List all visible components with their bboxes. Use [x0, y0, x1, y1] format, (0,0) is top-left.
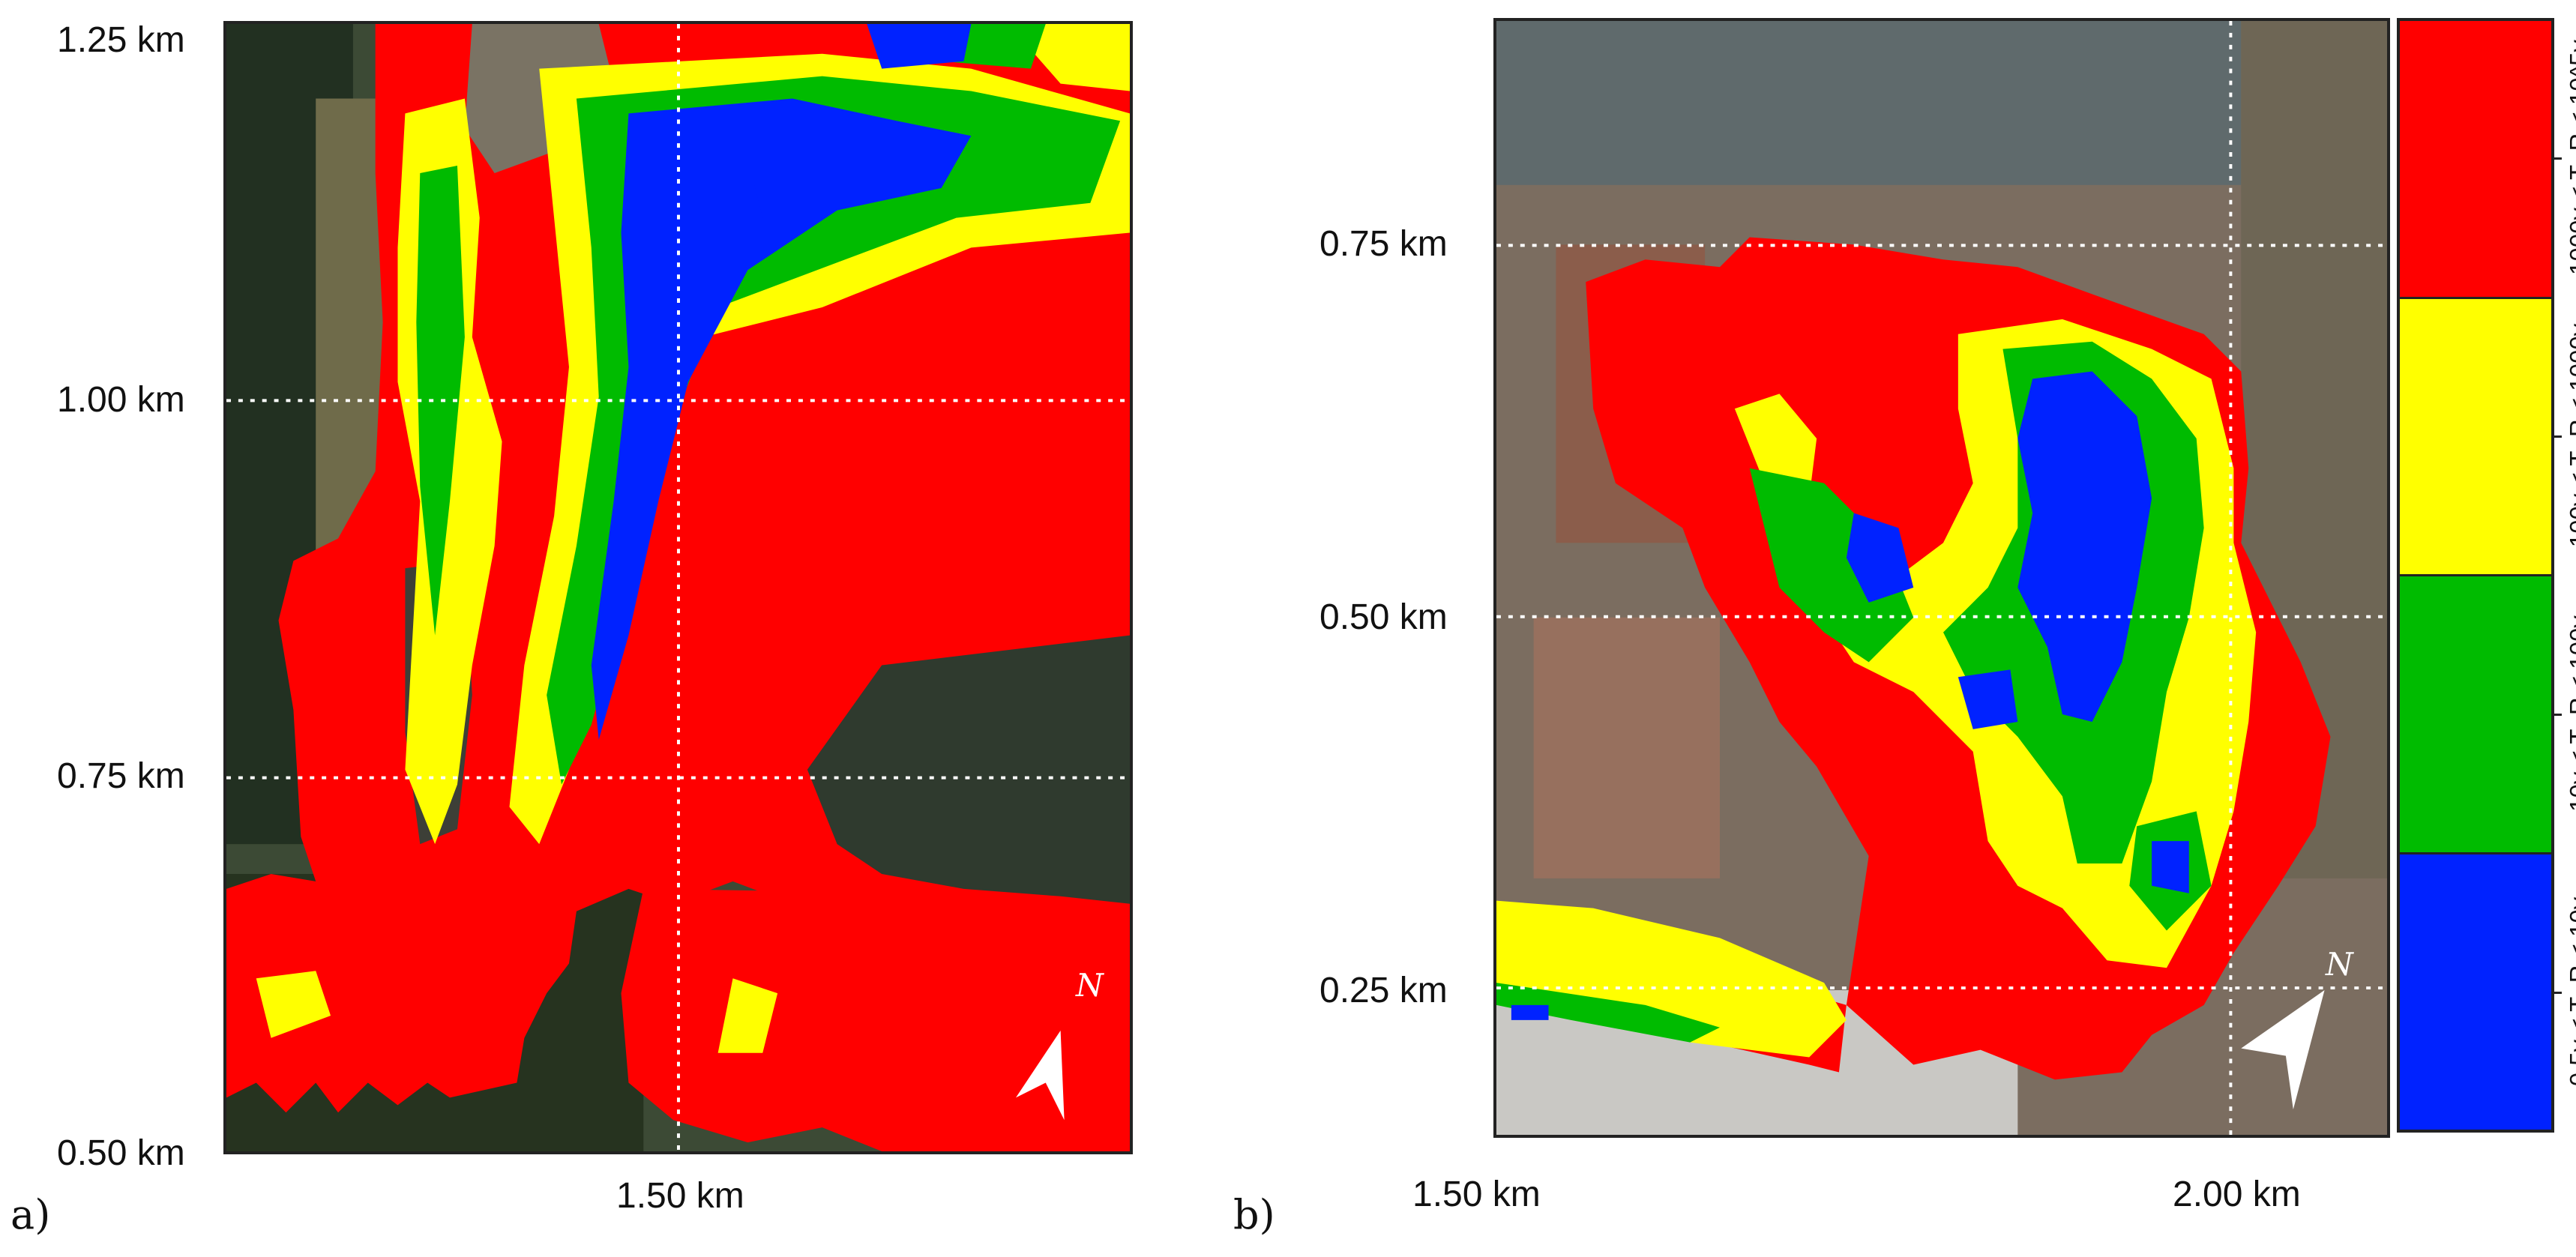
y-tick-label: 0.75 km [1319, 224, 1448, 264]
legend-label: 10y < T_R < 100y [2565, 615, 2576, 812]
hazard-blue-zone [1511, 1004, 1549, 1020]
y-tick-label: 0.50 km [57, 1133, 185, 1173]
map-panel-b [1493, 18, 2390, 1138]
panel-label-a: a) [10, 1191, 51, 1238]
y-tick-label: 0.50 km [1319, 597, 1448, 637]
x-tick-label: 1.50 km [616, 1176, 744, 1216]
hazard-blue-zone [2152, 841, 2189, 893]
map-b-svg [1496, 21, 2387, 1135]
x-tick-label: 1.50 km [1412, 1175, 1541, 1214]
legend-tick [2551, 435, 2562, 438]
harbor-area [1496, 21, 2242, 185]
y-tick-label: 1.00 km [57, 380, 185, 420]
hazard-yellow-zone [1734, 394, 1817, 498]
hazard-blue-zone [591, 98, 972, 740]
y-tick-label: 0.75 km [57, 756, 185, 796]
north-arrow-icon [1016, 1030, 1065, 1121]
panel-label-b: b) [1233, 1191, 1275, 1238]
x-tick-label: 2.00 km [2173, 1175, 2301, 1214]
north-arrow-icon [2241, 990, 2325, 1110]
roof-block [1533, 617, 1720, 878]
legend-label: 100y < T_R < 1000y [2565, 323, 2576, 548]
field-gap [807, 635, 1130, 904]
legend-swatch-yellow [2400, 298, 2551, 576]
hazard-blue-zone [1957, 669, 2018, 729]
hazard-yellow-zone [256, 971, 331, 1038]
map-a-svg [226, 24, 1130, 1151]
legend-swatch-red [2400, 21, 2551, 299]
legend-tick [2551, 992, 2562, 994]
legend-colorbar [2397, 18, 2554, 1133]
hazard-red-zone [621, 888, 1130, 1151]
y-tick-label: 0.25 km [1319, 971, 1448, 1010]
legend-label: 1000y < T_R < 10^5y [2565, 40, 2576, 275]
hazard-green-zone [1749, 468, 1914, 663]
hazard-blue-zone [2017, 371, 2152, 722]
y-tick-label: 1.25 km [57, 20, 185, 60]
legend-tick [2551, 714, 2562, 716]
hazard-yellow-zone [1496, 900, 1847, 1058]
hazard-blue-zone [747, 151, 852, 218]
hazard-blue-zone [867, 24, 972, 69]
hazard-yellow-zone [717, 978, 778, 1053]
legend-tick [2551, 157, 2562, 160]
legend-swatch-green [2400, 576, 2551, 854]
north-label-a: N [1076, 967, 1104, 1004]
hazard-green-zone [1496, 983, 1720, 1043]
legend-label: 0.5y < T_R < 10y [2565, 896, 2576, 1087]
hazard-green-zone [416, 165, 465, 636]
hazard-blue-zone [1846, 513, 1914, 603]
legend-swatch-blue [2400, 854, 2551, 1130]
north-label-b: N [2326, 946, 2353, 983]
map-panel-a [223, 21, 1133, 1154]
